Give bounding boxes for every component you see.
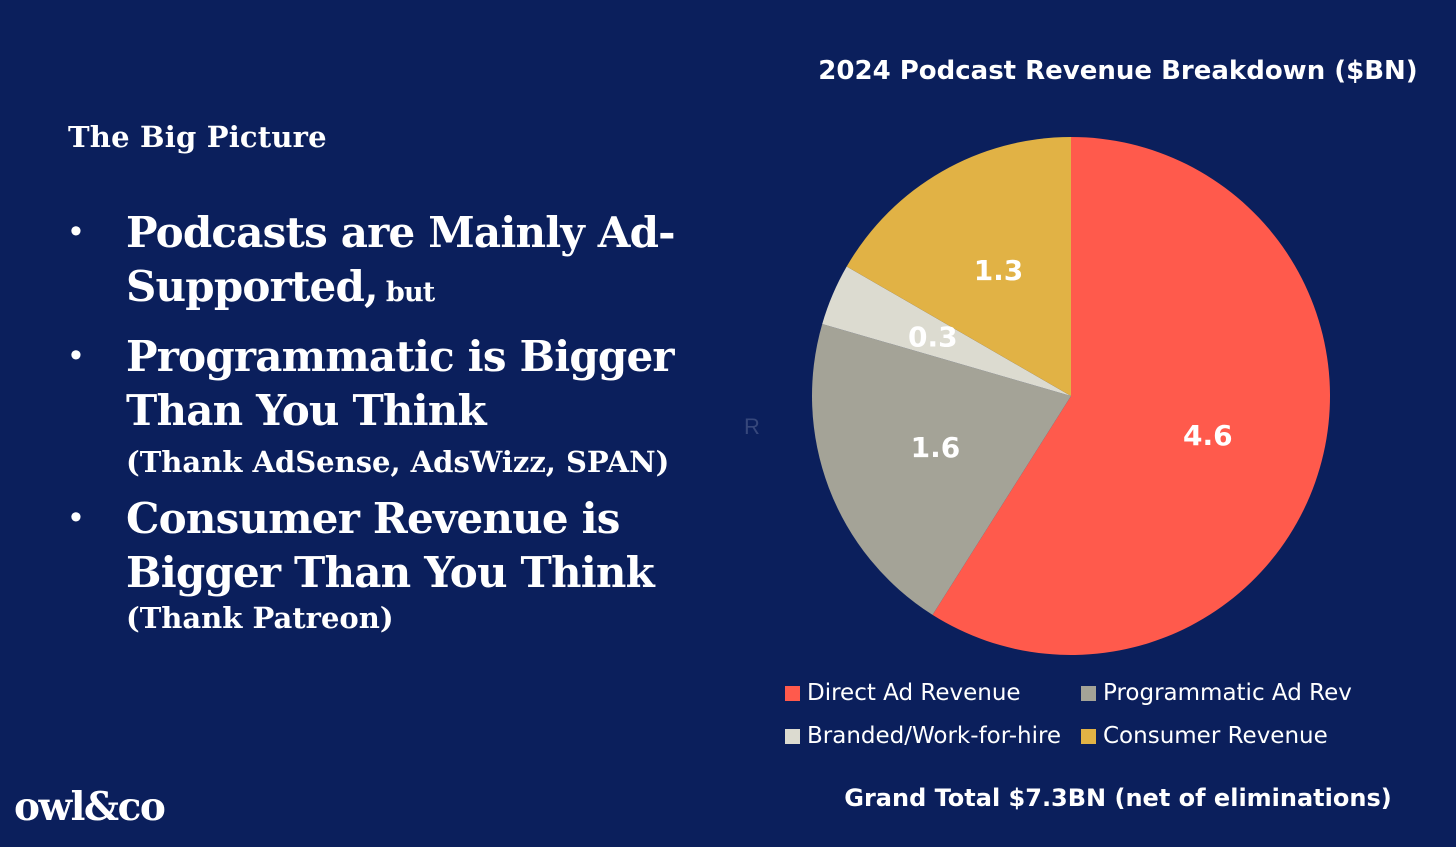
legend-label: Programmatic Ad Rev [1103,680,1352,706]
left-text-panel: The Big Picture • Podcasts are Mainly Ad… [14,120,748,830]
legend-item: Branded/Work-for-hire [785,713,1061,759]
pie-slice-programmatic-ad-rev [812,323,1071,615]
legend-swatch [1081,729,1096,744]
pie-slice-branded-work-for-hire [822,266,1071,396]
pie-value-label: 1.6 [911,431,961,464]
legend-item: Programmatic Ad Rev [1081,670,1352,716]
legend-swatch [1081,686,1096,701]
bullet-trailing-text: but [385,277,435,308]
bullet-heading: Consumer Revenue is Bigger Than You Thin… [126,494,655,597]
bullet-dot-icon: • [70,336,82,374]
owl-and-co-logo: owl&co [14,784,166,830]
bullet-item-consumer: • Consumer Revenue is Bigger Than You Th… [68,492,748,638]
bullet-list: • Podcasts are Mainly Ad-Supported, but •… [68,206,748,648]
bullet-dot-icon: • [70,498,82,536]
pie-slices [812,137,1331,655]
chart-title: 2024 Podcast Revenue Breakdown ($BN) [818,56,1418,86]
pie-value-label: 1.3 [974,254,1024,287]
pie-slice-consumer-revenue [846,137,1071,396]
bullet-heading: Programmatic is Bigger Than You Think [126,332,675,435]
legend-label: Branded/Work-for-hire [807,723,1062,749]
legend-swatch [785,686,800,701]
pie-slice-direct-ad-revenue [932,137,1331,655]
bullet-item-ad-supported: • Podcasts are Mainly Ad-Supported, but [68,206,748,320]
pie-value-label: 0.3 [908,321,958,354]
legend-item: Direct Ad Revenue [785,670,1021,716]
bullet-item-programmatic: • Programmatic is Bigger Than You Think … [68,330,748,482]
legend-item: Consumer Revenue [1081,713,1328,759]
grand-total-note: Grand Total $7.3BN (net of eliminations) [844,784,1392,812]
section-heading: The Big Picture [68,120,327,154]
pie-chart: 4.6 1.6 0.3 1.3 [812,137,1331,655]
bullet-heading: Podcasts are Mainly Ad-Supported, [126,208,676,311]
bullet-note: (Thank AdSense, AdsWizz, SPAN) [126,445,670,479]
pie-value-label: 4.6 [1183,419,1233,452]
legend-swatch [785,729,800,744]
bullet-note: (Thank Patreon) [126,601,394,635]
stray-letter: R [744,414,760,439]
legend-label: Consumer Revenue [1103,723,1328,749]
pie-value-labels: 4.6 1.6 0.3 1.3 [908,254,1233,464]
bullet-dot-icon: • [70,212,82,250]
legend-label: Direct Ad Revenue [807,680,1021,706]
